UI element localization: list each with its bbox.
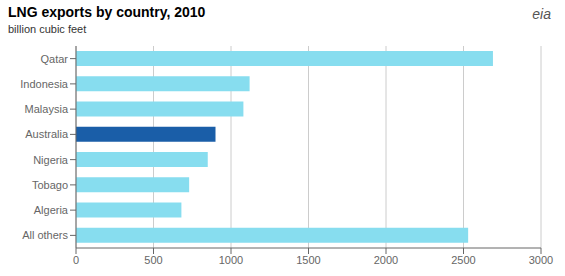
svg-text:Qatar: Qatar <box>40 53 68 65</box>
svg-text:2500: 2500 <box>451 254 475 266</box>
svg-text:0: 0 <box>73 254 79 266</box>
svg-text:Tobago: Tobago <box>32 179 68 191</box>
html-text:LNG exports by country, 2010: LNG exports by country, 2010 <box>8 4 206 20</box>
svg-text:Indonesia: Indonesia <box>20 78 69 90</box>
html-text:billion cubic feet: billion cubic feet <box>8 23 87 35</box>
svg-text:2000: 2000 <box>374 254 398 266</box>
svg-text:Nigeria: Nigeria <box>33 154 69 166</box>
svg-text:Algeria: Algeria <box>34 204 69 216</box>
svg-text:1500: 1500 <box>296 254 320 266</box>
svg-text:Malaysia: Malaysia <box>25 103 69 115</box>
html-text:eia: eia <box>532 6 551 22</box>
svg-text:3000: 3000 <box>529 254 553 266</box>
svg-text:All others: All others <box>22 229 68 241</box>
svg-text:500: 500 <box>144 254 162 266</box>
svg-text:Australia: Australia <box>25 128 69 140</box>
svg-text:1000: 1000 <box>219 254 243 266</box>
